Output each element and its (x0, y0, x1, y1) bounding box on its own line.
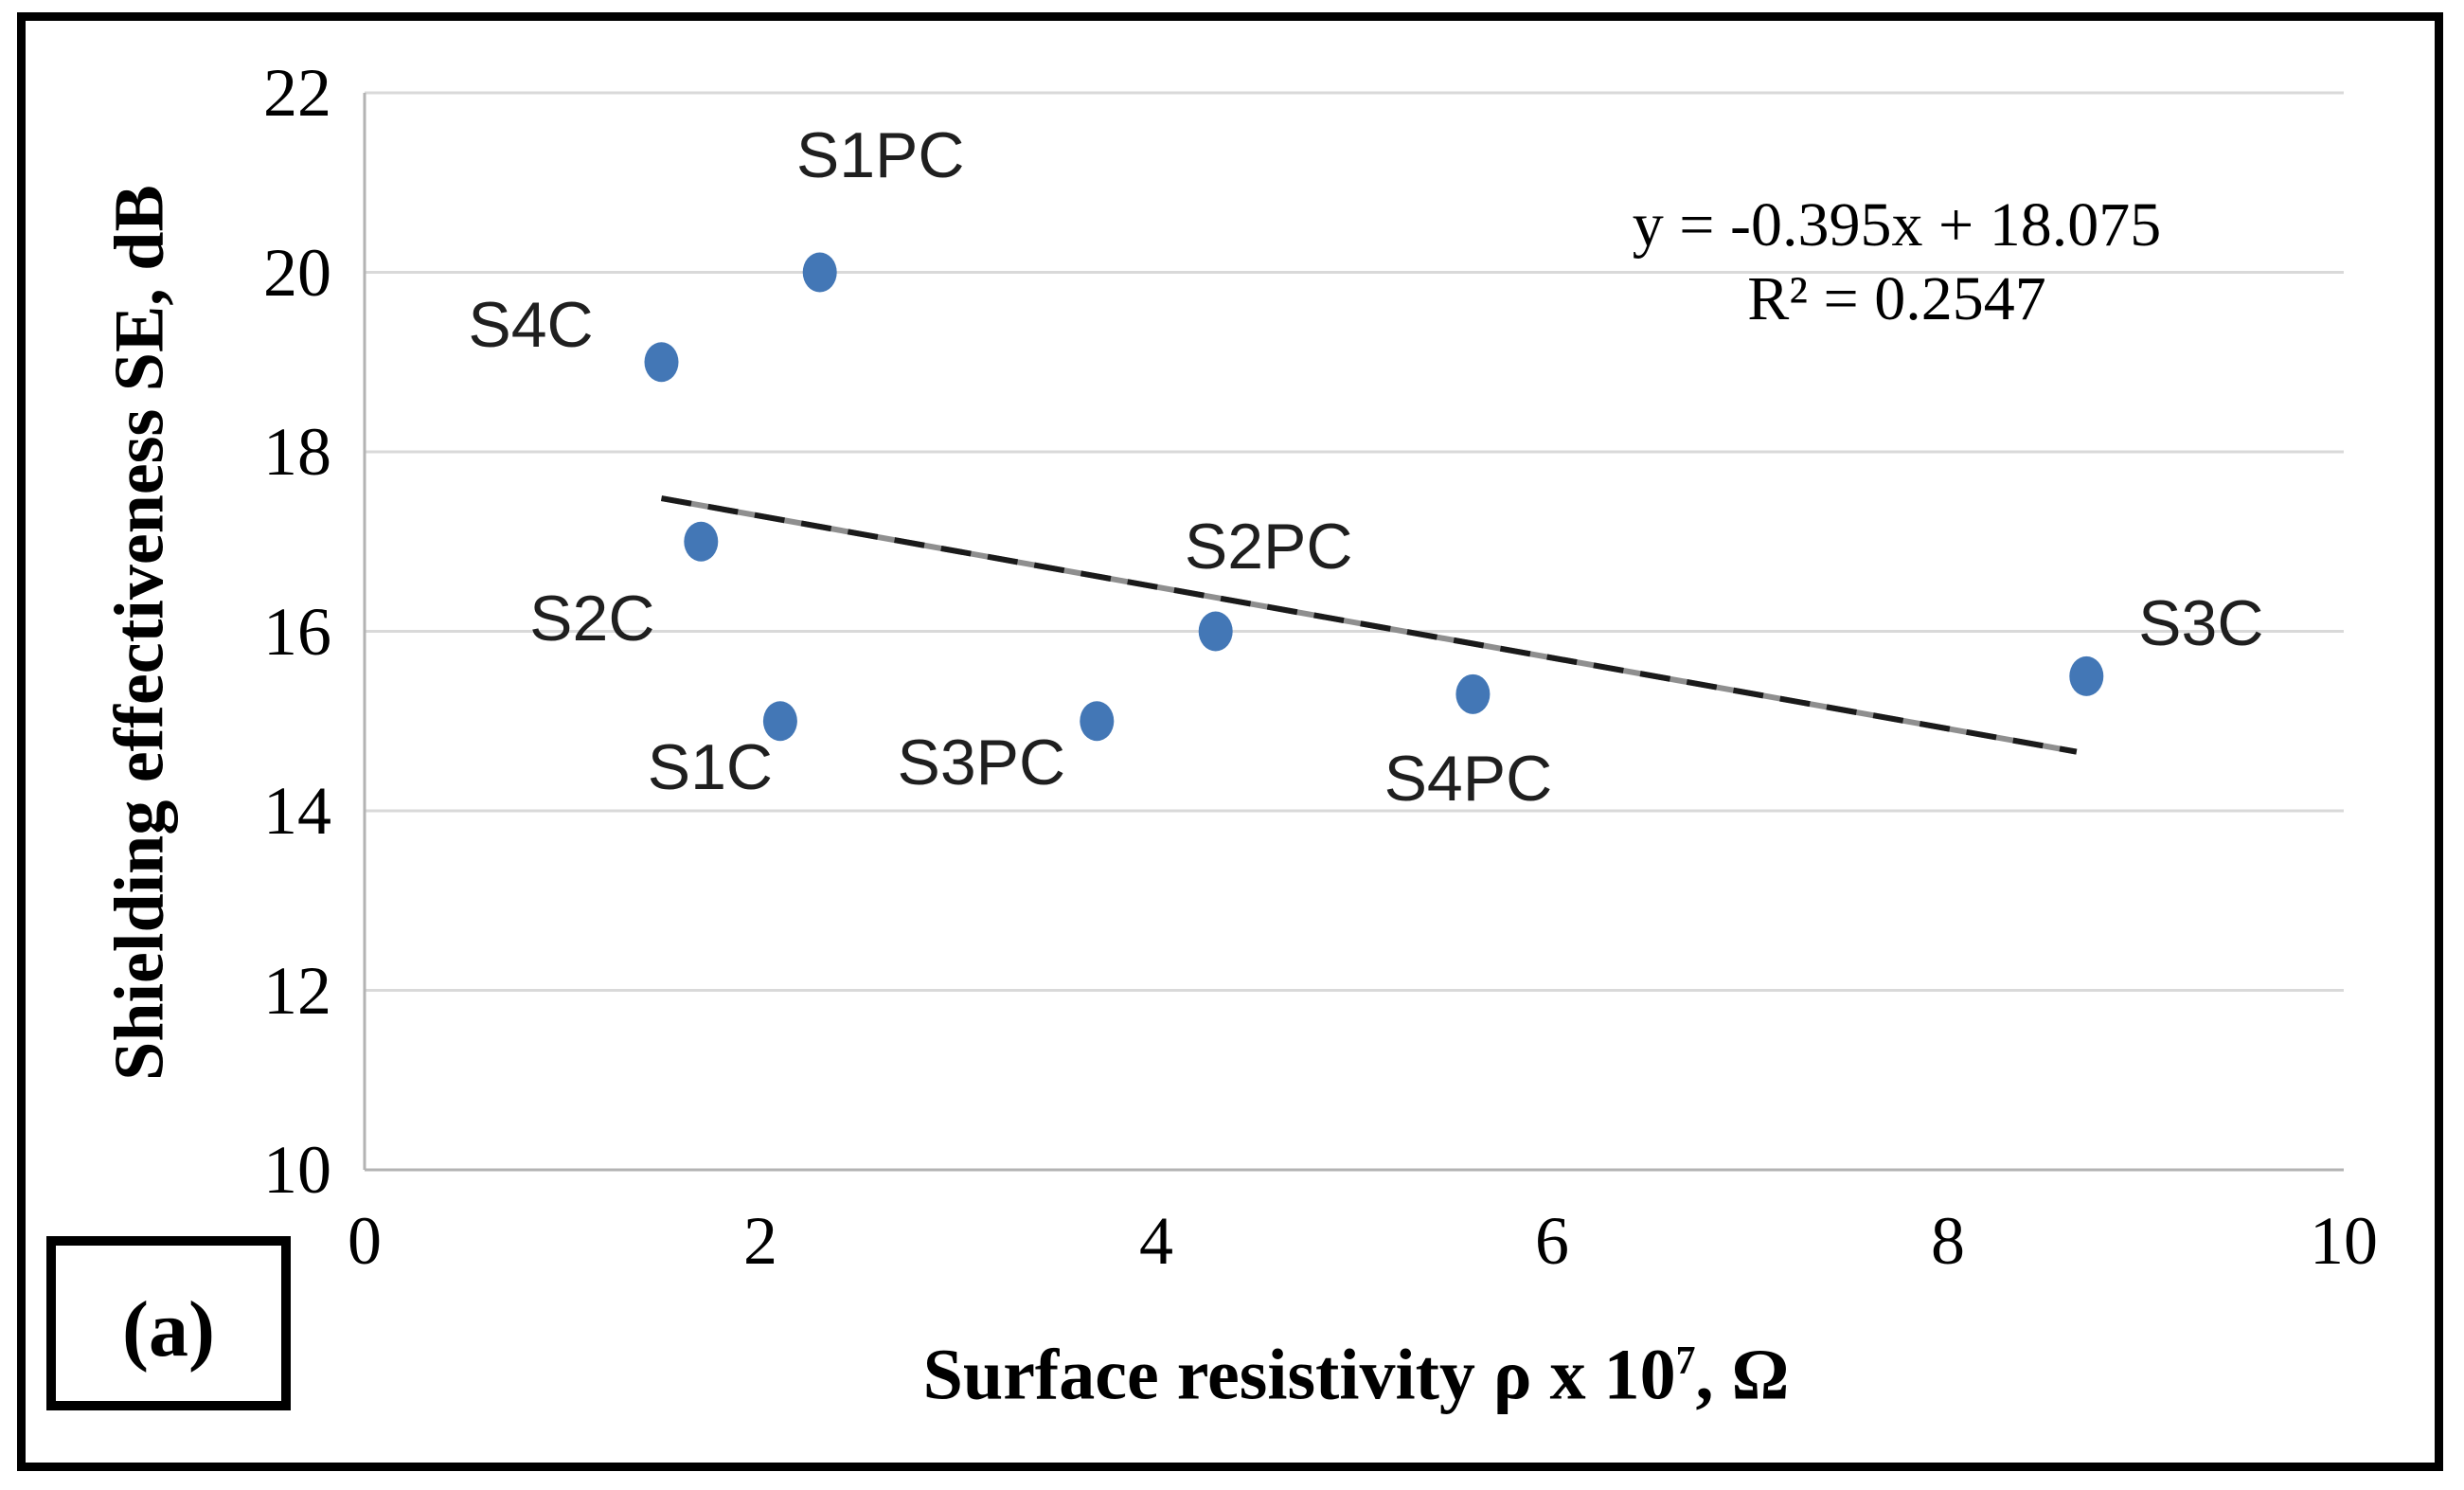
equation-line: y = -0.395x + 18.075 (1632, 190, 2162, 260)
y-tick-label: 16 (263, 593, 331, 670)
trendline-equation: y = -0.395x + 18.075 R² = 0.2547 (1633, 188, 2161, 336)
y-tick-label: 18 (263, 414, 331, 490)
trendline-dashes (660, 495, 2078, 755)
y-tick-label: 20 (263, 234, 331, 311)
data-point-marker (1080, 701, 1115, 742)
point-label: S2PC (1184, 510, 1353, 583)
x-tick-label: 0 (348, 1203, 382, 1279)
r-squared-line: R² = 0.2547 (1747, 264, 2046, 333)
x-axis-title-superscript: 7 (1675, 1339, 1696, 1384)
data-point-marker (802, 252, 837, 293)
data-point-markers (644, 252, 2104, 742)
y-tick-label: 14 (263, 773, 331, 849)
y-tick-label: 10 (263, 1132, 331, 1208)
point-label: S1C (647, 731, 774, 804)
y-tick-label: 22 (263, 55, 331, 131)
x-tick-label: 6 (1535, 1203, 1569, 1279)
x-tick-label: 2 (743, 1203, 777, 1279)
point-label: S3C (2138, 586, 2264, 659)
point-label: S4PC (1384, 742, 1553, 815)
data-point-marker (684, 521, 719, 562)
panel-label: (a) (122, 1284, 215, 1373)
x-tick-label: 8 (1931, 1203, 1965, 1279)
point-label: S3PC (897, 727, 1066, 799)
data-point-marker (1455, 673, 1491, 714)
data-point-marker (644, 342, 679, 383)
x-axis-title-text: Surface resistivity ρ x 10 (922, 1335, 1676, 1415)
y-tick-label: 12 (263, 952, 331, 1029)
point-label: S2C (529, 582, 655, 655)
axis-lines (363, 93, 2344, 1172)
data-point-marker (1198, 611, 1233, 652)
trendline (660, 495, 2078, 755)
x-tick-label: 4 (1139, 1203, 1173, 1279)
point-label: S4C (468, 289, 594, 362)
panel-label-box: (a) (46, 1236, 291, 1410)
x-tick-label: 10 (2310, 1203, 2378, 1279)
x-axis-title-unit: , Ω (1695, 1335, 1790, 1415)
data-point-marker (2069, 655, 2104, 696)
x-axis-title: Surface resistivity ρ x 107, Ω (923, 1335, 1790, 1417)
figure-border (17, 12, 2443, 1471)
data-point-marker (762, 701, 797, 742)
point-label: S1PC (795, 118, 965, 191)
y-axis-title: Shielding effectiveness SE, dB (100, 185, 179, 1081)
